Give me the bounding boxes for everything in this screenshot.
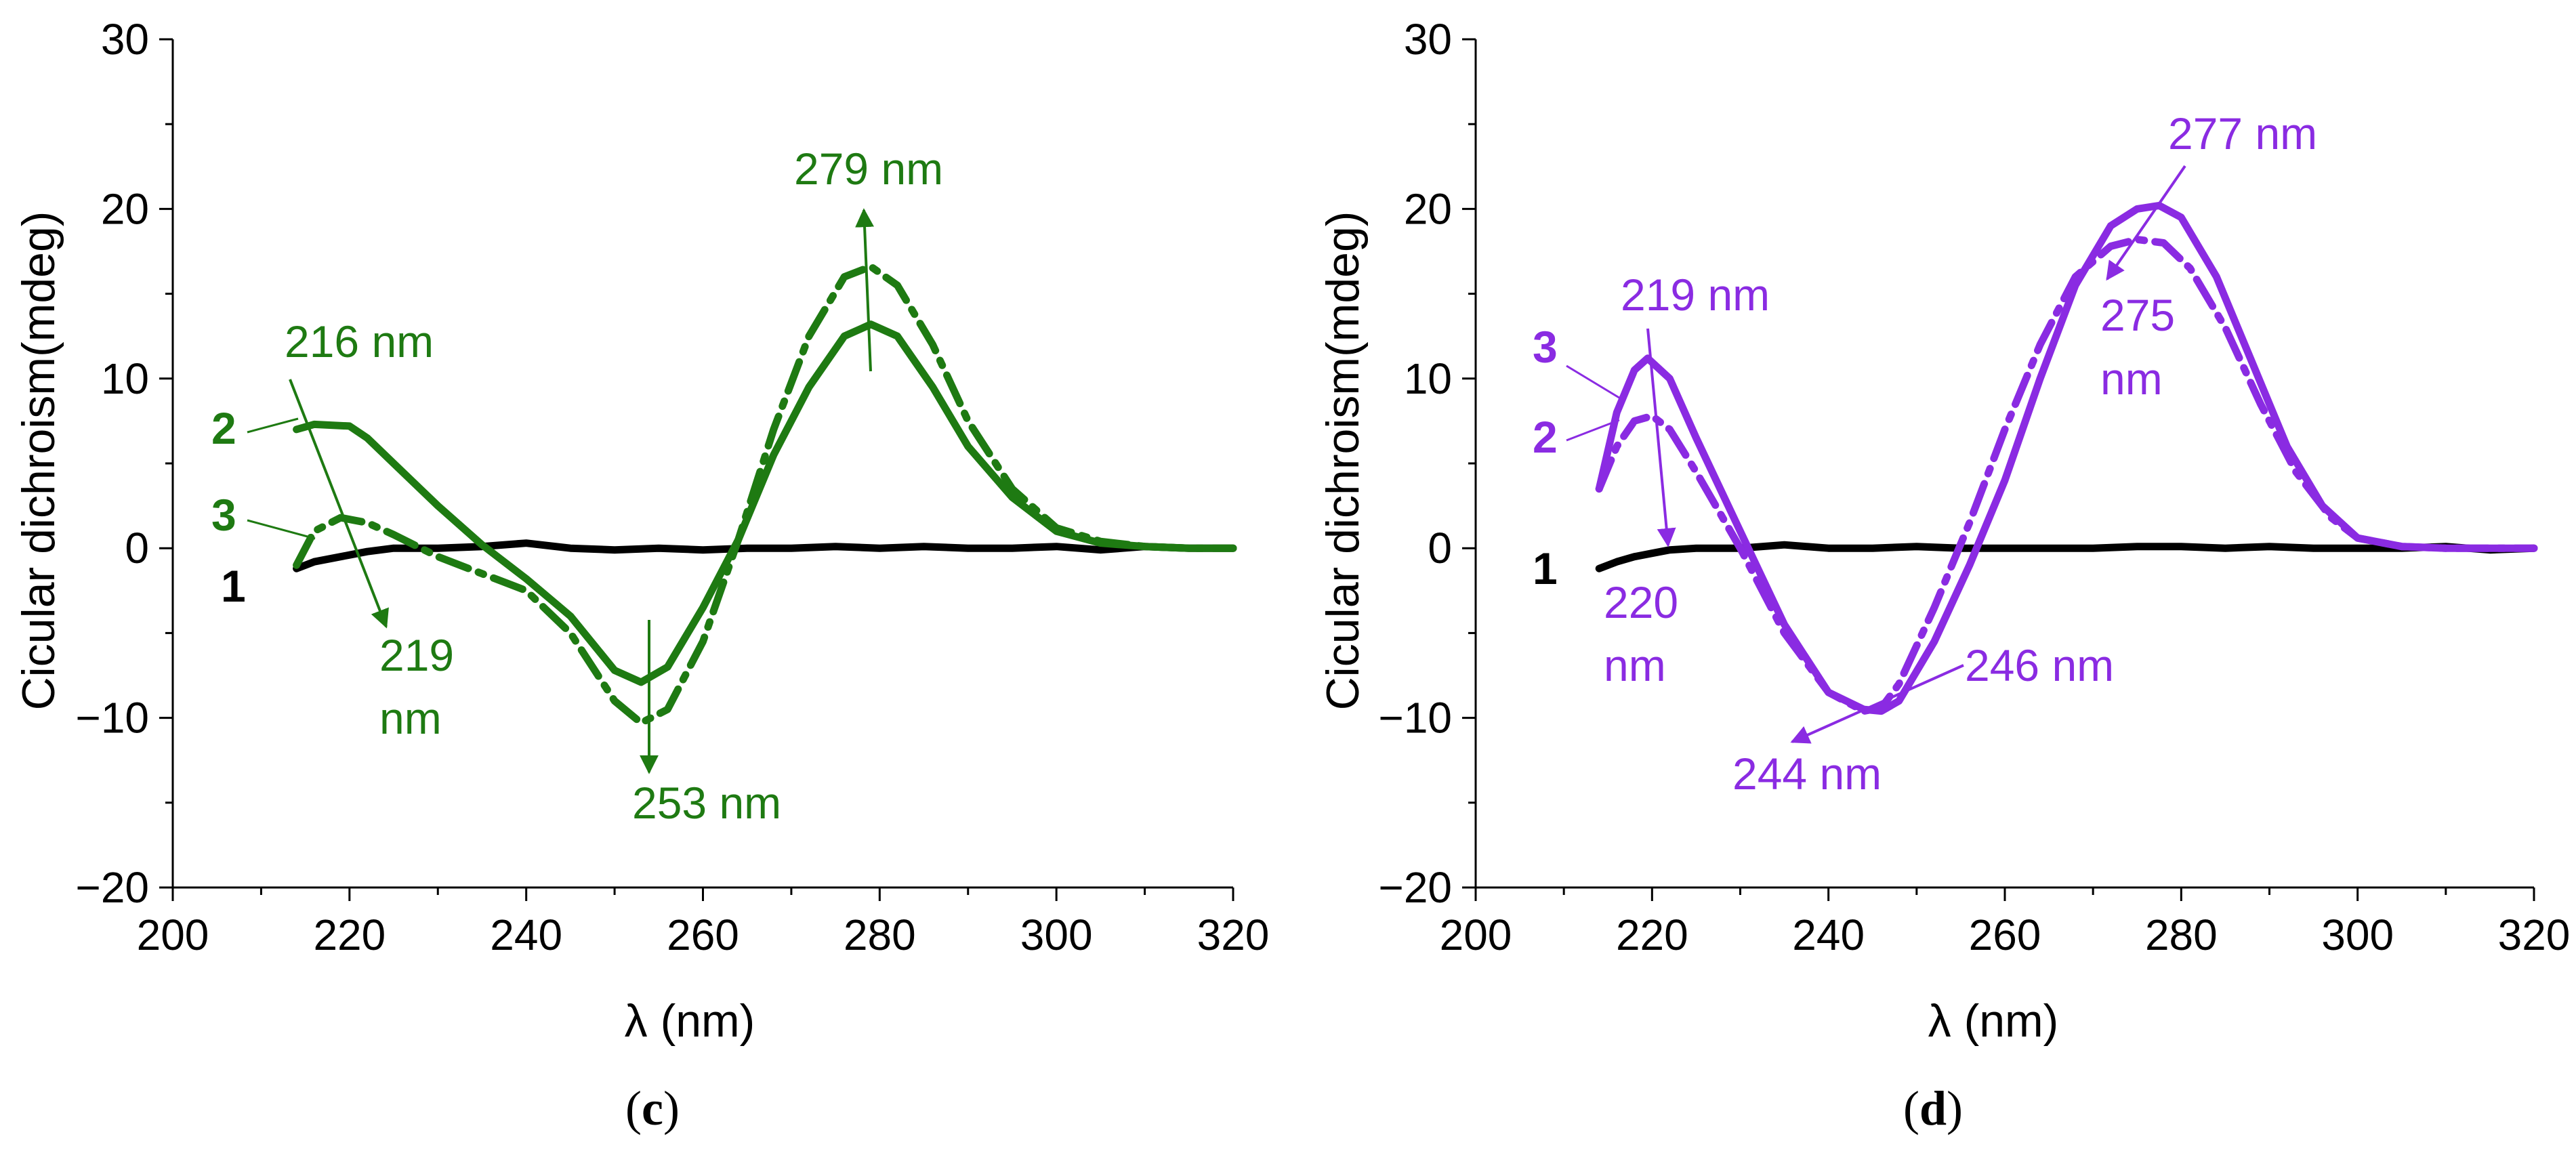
panel-c-y-tick-label: 0 [125,524,149,572]
panel-c-ticks: 200 220 240 260 280 300 320 −20 −10 0 10 20 30 [75,15,1269,959]
panel-c-curve-3-leader [247,519,316,540]
panel-c-arrow-216-219 [289,379,389,629]
panel-d-curve-2-label: 2 [1533,412,1558,462]
panel-d-axes [1474,39,2534,889]
panel-c-annotation-253nm: 253 nm [632,778,781,828]
panel-c-x-tick-label: 240 [490,911,562,959]
panel-d-arrow-219-220 [1646,328,1676,547]
panel-c-y-tick-label: 30 [101,15,149,64]
panel-d-x-tick-label: 280 [2145,911,2218,959]
panel-d-y-tick-label: −10 [1378,694,1452,743]
panel-c-y-tick-label: 10 [101,354,149,403]
panel-d-arrow-246-244 [1790,664,1964,744]
panel-d-y-tick-label: 10 [1404,354,1452,403]
panel-d-x-tick-label: 220 [1616,911,1688,959]
panel-c-curve-2-label: 2 [211,403,236,453]
panel-c-series [293,263,1237,727]
panel-d: 200 220 240 260 280 300 320 −20 −10 0 10 20 30 λ (nm… [1317,15,2570,1135]
panel-d-curve-3-leader [1566,364,1625,402]
panel-c-series-3-line [293,263,1237,727]
panel-c-x-axis-label: λ (nm) [625,995,755,1047]
panel-c-caption: (c) [625,1081,680,1135]
panel-d-x-tick-label: 320 [2498,911,2571,959]
panel-c-curve-3-label: 3 [211,490,236,540]
panel-d-y-tick-label: 0 [1428,524,1452,572]
panel-c-y-tick-label: −20 [75,863,149,912]
panel-c: 200 220 240 260 280 300 320 −20 −10 0 10 20 30 λ (nm… [13,15,1269,1135]
panel-d-y-tick-label: 20 [1404,184,1452,233]
panel-d-annotation-220-unit: nm [1604,640,1666,690]
panel-c-annotation-219-unit: nm [379,693,442,743]
panel-d-curve-2-leader [1566,419,1620,442]
panel-c-x-tick-label: 220 [313,911,386,959]
panel-d-y-tick-label: 30 [1404,15,1452,64]
panel-d-x-tick-label: 240 [1792,911,1865,959]
panel-d-annotation-275-unit: nm [2100,354,2163,404]
panel-c-y-tick-label: −10 [75,694,149,743]
panel-c-caption-letter: c [642,1081,663,1135]
panel-d-ticks: 200 220 240 260 280 300 320 −20 −10 0 10 20 30 [1378,15,2570,959]
panel-c-annotation-279nm: 279 nm [794,144,943,194]
panel-d-arrow-277-275 [2106,165,2186,281]
panel-d-x-tick-label: 300 [2321,911,2394,959]
panel-c-x-tick-label: 300 [1020,911,1093,959]
panel-c-x-tick-label: 320 [1197,911,1270,959]
panel-d-annotation-277nm: 277 nm [2168,108,2317,159]
panel-d-annotation-219nm: 219 nm [1621,270,1770,320]
panel-c-curve-1-label: 1 [221,561,246,611]
panel-c-annotation-219: 219 [379,630,454,680]
panel-d-curve-1-label: 1 [1533,543,1558,593]
panel-c-y-axis-label: Cicular dichroism(mdeg) [13,211,64,711]
panel-c-x-tick-label: 260 [667,911,739,959]
panel-c-series-1-line [293,539,1237,572]
panel-d-y-tick-label: −20 [1378,863,1452,912]
panel-d-series-2-line [1595,236,2538,715]
panel-c-y-tick-label: 20 [101,184,149,233]
panel-d-x-tick-label: 260 [1969,911,2041,959]
panel-d-x-axis-label: λ (nm) [1928,995,2059,1047]
panel-c-x-tick-label: 200 [137,911,209,959]
panel-d-annotation-275: 275 [2100,290,2175,340]
panel-c-x-tick-label: 280 [844,911,916,959]
panel-d-x-tick-label: 200 [1440,911,1512,959]
panel-c-curve-2-leader [247,417,299,434]
panel-d-annotation-246nm: 246 nm [1965,640,2114,690]
panel-d-annotation-220: 220 [1604,577,1678,627]
panel-d-caption-letter: d [1919,1081,1947,1135]
panel-c-axes [171,39,1233,889]
panel-d-curve-3-label: 3 [1533,322,1558,372]
panel-c-annotation-216nm: 216 nm [285,316,434,367]
panel-d-y-axis-label: Cicular dichroism(mdeg) [1317,211,1369,711]
panel-d-series [1595,201,2538,715]
panel-d-series-1-line [1595,541,2538,572]
panel-d-caption: (d) [1903,1081,1963,1135]
panel-d-annotation-244nm: 244 nm [1732,749,1882,799]
panel-c-arrow-279 [855,208,875,372]
panel-c-series-2-line [293,320,1237,686]
